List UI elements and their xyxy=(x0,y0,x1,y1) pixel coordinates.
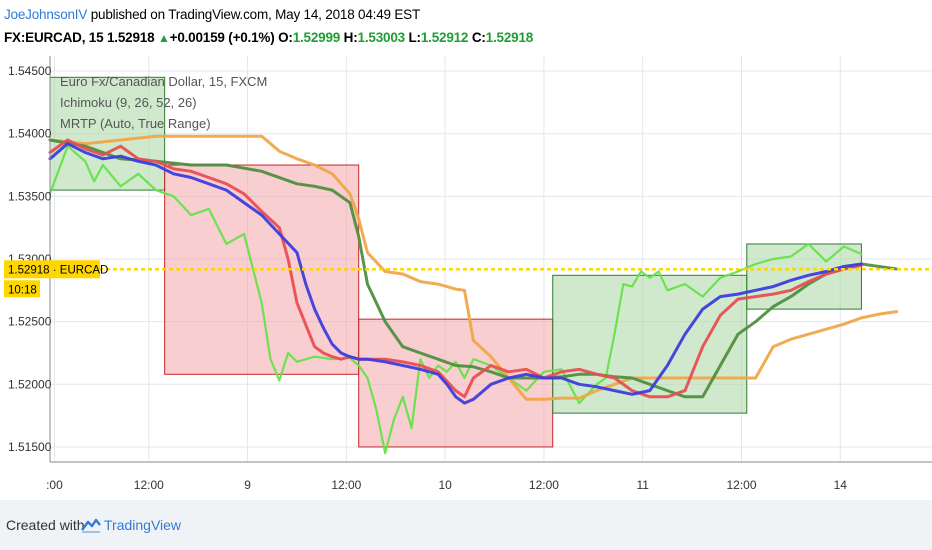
y-tick-label: 1.52500 xyxy=(8,315,52,329)
change: +0.00159 (+0.1%) xyxy=(169,30,275,45)
low-value: 1.52912 xyxy=(420,30,469,45)
price-tag-box xyxy=(4,260,100,279)
symbol-line: FX:EURCAD, 15 1.52918 ▲+0.00159 (+0.1%) … xyxy=(4,30,533,45)
x-tick-label: :00 xyxy=(46,478,63,492)
low-label: L: xyxy=(408,30,422,45)
legend-mrtp: MRTP (Auto, True Range) xyxy=(60,116,211,131)
y-tick-label: 1.52000 xyxy=(8,377,52,391)
price-chart[interactable]: 1.515001.520001.525001.530001.535001.540… xyxy=(0,56,932,500)
y-tick-label: 1.51500 xyxy=(8,440,52,454)
series-line-tenkan xyxy=(48,142,863,405)
high-value: 1.53003 xyxy=(357,30,406,45)
published-text: published on TradingView.com, May 14, 20… xyxy=(87,7,421,22)
x-tick-label: 12:00 xyxy=(134,478,164,492)
x-tick-label: 12:00 xyxy=(529,478,559,492)
close-label: C: xyxy=(471,30,486,45)
series-line-chikou xyxy=(48,145,863,455)
tradingview-link[interactable]: TradingView xyxy=(104,517,182,533)
up-arrow-icon: ▲ xyxy=(157,31,170,45)
legend-symbol: Euro Fx/Canadian Dollar, 15, FXCM xyxy=(60,74,267,89)
legend-ichimoku: Ichimoku (9, 26, 52, 26) xyxy=(60,95,197,110)
series-line-span_a xyxy=(48,138,899,399)
open-value: 1.52999 xyxy=(292,30,341,45)
close-value: 1.52918 xyxy=(485,30,534,45)
x-tick-label: 12:00 xyxy=(331,478,361,492)
header-published: JoeJohnsonIV published on TradingView.co… xyxy=(4,7,420,22)
author-link[interactable]: JoeJohnsonIV xyxy=(4,7,88,22)
x-tick-label: 14 xyxy=(834,478,848,492)
series-line-kijun xyxy=(48,138,863,399)
open-label: O: xyxy=(278,30,293,45)
x-tick-label: 9 xyxy=(244,478,251,492)
x-tick-label: 12:00 xyxy=(726,478,756,492)
price-tag-label: 1.52918 · EURCAD xyxy=(8,264,108,276)
high-label: H: xyxy=(343,30,358,45)
range-box-green xyxy=(552,274,748,414)
x-tick-label: 11 xyxy=(636,478,649,492)
footer: Created with TradingView xyxy=(0,500,932,550)
tradingview-logo-icon xyxy=(81,518,101,533)
x-tick-label: 10 xyxy=(438,478,452,492)
y-tick-label: 1.54000 xyxy=(8,127,52,141)
last-price: 1.52918 xyxy=(106,30,155,45)
y-tick-label: 1.54500 xyxy=(8,64,52,78)
symbol: FX:EURCAD, 15 xyxy=(4,30,104,45)
price-tag-timer: 10:18 xyxy=(8,284,37,296)
y-tick-label: 1.53500 xyxy=(8,189,52,203)
range-box-red xyxy=(358,318,554,448)
created-with: Created with xyxy=(6,517,85,533)
price-tag-timer-box xyxy=(4,280,40,298)
